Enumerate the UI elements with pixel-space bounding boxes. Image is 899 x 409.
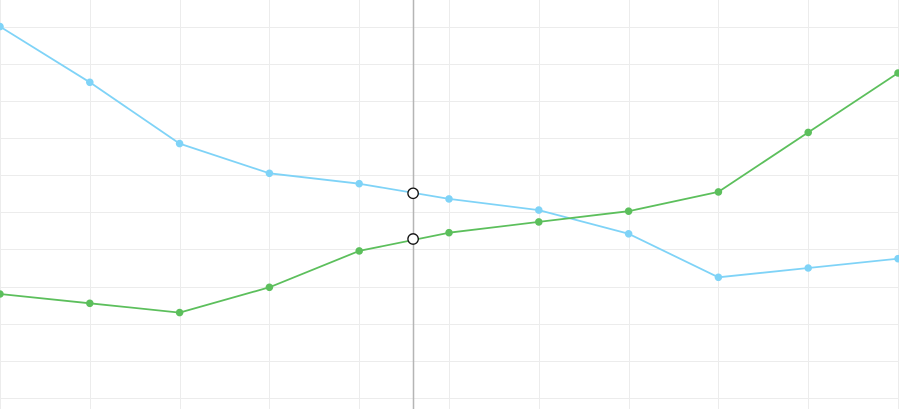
data-point — [714, 273, 723, 282]
data-point — [445, 195, 453, 203]
data-point — [86, 78, 94, 87]
data-point — [894, 254, 899, 263]
data-point — [624, 230, 633, 238]
data-point — [535, 206, 543, 214]
data-point — [0, 22, 4, 31]
hover-marker-series-1 — [407, 187, 419, 200]
data-point — [265, 169, 274, 178]
data-point — [714, 188, 723, 196]
data-point — [175, 308, 184, 317]
data-point — [355, 247, 364, 255]
data-point — [624, 207, 633, 215]
series-group — [0, 22, 899, 317]
data-point — [86, 299, 94, 308]
data-point — [265, 283, 274, 292]
data-point — [804, 128, 812, 137]
hover-markers — [407, 187, 419, 245]
data-point — [355, 179, 364, 188]
hover-marker-series-2 — [407, 233, 419, 245]
data-point — [445, 228, 453, 237]
data-point — [0, 290, 4, 298]
data-point — [175, 139, 184, 148]
data-point — [535, 218, 543, 226]
data-point — [894, 69, 899, 77]
data-point — [804, 264, 812, 272]
